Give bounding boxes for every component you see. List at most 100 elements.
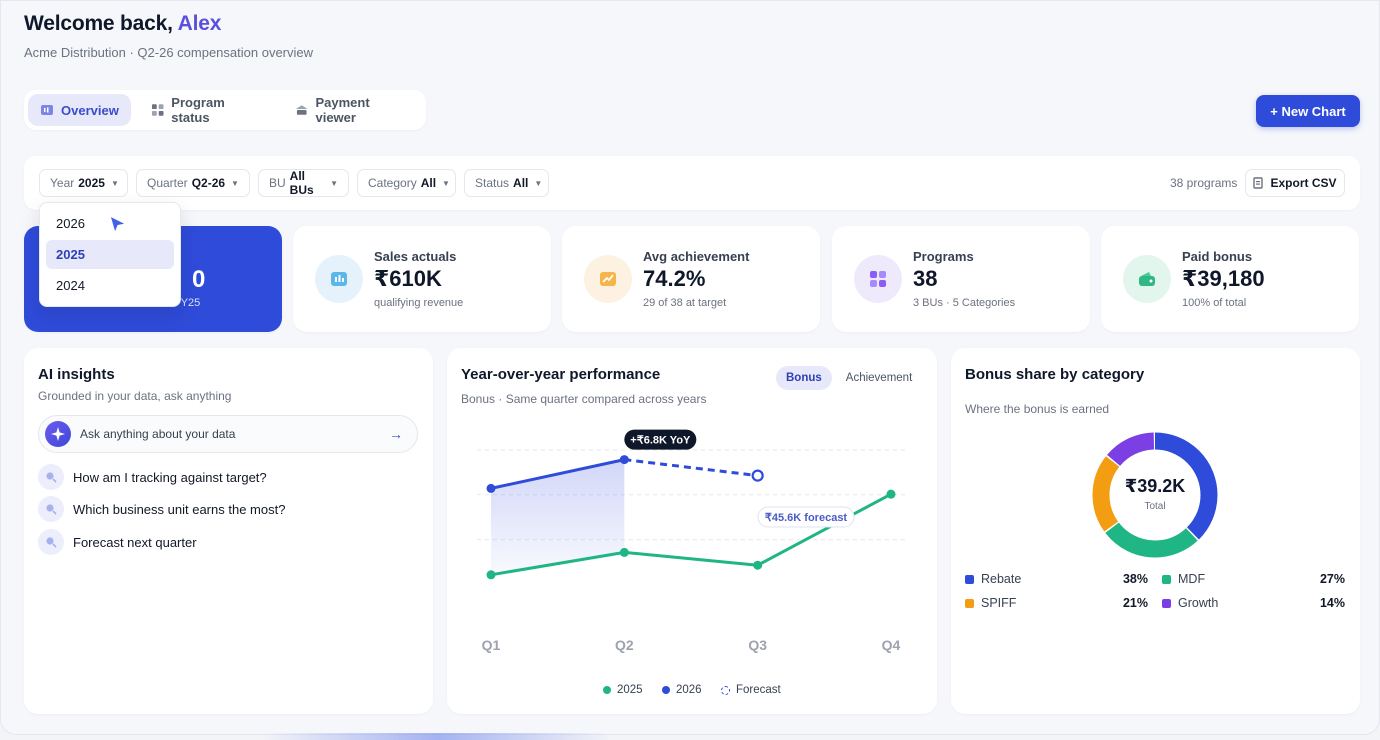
tab-program-status-label: Program status xyxy=(171,95,225,125)
kpi-paid-card: Paid bonus ₹39,180 100% of total xyxy=(1101,226,1359,332)
category-donut-chart xyxy=(1092,432,1218,558)
x-tick-label: Q4 xyxy=(882,637,901,653)
kpi-achievement-label: Avg achievement xyxy=(643,249,750,264)
year-filter-value: 2025 xyxy=(78,176,105,190)
bank-icon xyxy=(295,105,308,115)
year-filter[interactable]: Year 2025 ▼ xyxy=(39,169,128,197)
series-2025-point xyxy=(486,570,496,580)
suggestion-item[interactable]: How am I tracking against target? xyxy=(38,464,267,490)
document-icon xyxy=(1253,177,1264,189)
suggestion-item[interactable]: Forecast next quarter xyxy=(38,529,197,555)
suggestion-item[interactable]: Which business unit earns the most? xyxy=(38,496,285,522)
year-option-2024[interactable]: 2024 xyxy=(56,278,85,293)
apps-icon xyxy=(854,255,902,303)
export-csv-button[interactable]: Export CSV xyxy=(1245,169,1345,197)
category-pct: 21% xyxy=(1122,596,1148,610)
quarter-filter[interactable]: Quarter Q2-26 ▼ xyxy=(136,169,250,197)
new-chart-button[interactable]: + New Chart xyxy=(1256,95,1360,127)
tab-bar: Overview Program status Payment viewer xyxy=(24,90,426,130)
kpi-paid-label: Paid bonus xyxy=(1182,249,1253,264)
ask-input[interactable]: Ask anything about your data → xyxy=(38,415,418,453)
kpi-sales-sub: qualifying revenue xyxy=(374,297,464,309)
toggle-achievement[interactable]: Achievement xyxy=(845,372,913,384)
chevron-down-icon: ▼ xyxy=(231,178,239,188)
category-subtitle: Where the bonus is earned xyxy=(965,402,1110,416)
ai-insights-subtitle: Grounded in your data, ask anything xyxy=(38,389,232,403)
tab-program-status[interactable]: Program status xyxy=(139,94,275,126)
year-dropdown-menu: 2026 2025 2024 xyxy=(39,202,181,307)
kpi-achievement-value: 74.2% xyxy=(643,266,706,291)
search-icon xyxy=(38,529,64,555)
yoy-panel: Year-over-year performance Bonus · Same … xyxy=(447,348,937,714)
legend-dot-icon xyxy=(603,686,611,694)
year-option-2025[interactable]: 2025 xyxy=(46,240,174,269)
series-2026-point xyxy=(486,483,496,493)
legend-dot-icon xyxy=(662,686,670,694)
category-pct: 38% xyxy=(1122,572,1148,586)
series-2025-point xyxy=(886,489,896,499)
suggestion-text: How am I tracking against target? xyxy=(73,469,267,485)
yoy-callout-text: +₹6.8K YoY xyxy=(630,435,691,447)
gap-area xyxy=(491,459,625,575)
series-2025-point xyxy=(753,560,763,570)
trend-icon xyxy=(584,255,632,303)
category-title: Bonus share by category xyxy=(965,366,1145,383)
suggestion-text: Which business unit earns the most? xyxy=(73,501,286,517)
dashboard-icon xyxy=(41,105,53,115)
legend-dashed-icon xyxy=(721,685,730,695)
quarter-filter-value: Q2-26 xyxy=(191,176,226,190)
x-tick-label: Q1 xyxy=(482,637,501,653)
legend-label: 2026 xyxy=(676,684,702,696)
tab-overview[interactable]: Overview xyxy=(28,94,131,126)
kpi-achievement-sub: 29 of 38 at target xyxy=(643,297,727,309)
yoy-subtitle: Bonus · Same quarter compared across yea… xyxy=(461,392,707,406)
yoy-callout-pill xyxy=(624,429,697,450)
kpi-sales-label: Sales actuals xyxy=(374,249,457,264)
category-pct: 14% xyxy=(1319,596,1345,610)
bu-filter-label: BU xyxy=(269,176,286,190)
category-pct: 27% xyxy=(1319,572,1345,586)
kpi-paid-value: ₹39,180 xyxy=(1182,266,1265,291)
category-name: SPIFF xyxy=(981,596,1017,610)
tab-payment-viewer[interactable]: Payment viewer xyxy=(283,94,422,126)
page-subtitle: Acme Distribution · Q2-26 compensation o… xyxy=(24,45,314,60)
chevron-down-icon: ▼ xyxy=(330,178,338,188)
category-filter[interactable]: Category All ▼ xyxy=(357,169,456,197)
status-filter-label: Status xyxy=(475,176,510,190)
legend-label: 2025 xyxy=(617,684,643,696)
ai-insights-title: AI insights xyxy=(38,366,115,383)
legend-square-icon xyxy=(1162,574,1171,584)
bu-filter[interactable]: BU All BUs ▼ xyxy=(258,169,349,197)
category-row-spiff: SPIFF 21% xyxy=(965,596,1148,610)
arrow-right-icon[interactable]: → xyxy=(389,426,403,442)
toggle-bonus[interactable]: Bonus xyxy=(776,366,832,390)
legend-label: Forecast xyxy=(736,684,781,696)
donut-slice-rebate xyxy=(1092,432,1218,558)
status-filter[interactable]: Status All ▼ xyxy=(464,169,549,197)
x-tick-label: Q3 xyxy=(748,637,767,653)
programs-count: 38 programs xyxy=(1170,176,1238,190)
donut-slice-spiff xyxy=(1092,432,1218,558)
kpi-programs-sub: 3 BUs · 5 Categories xyxy=(913,297,1016,309)
scroll-indicator xyxy=(262,733,612,740)
legend-square-icon xyxy=(965,598,974,608)
donut-total-label: Total xyxy=(1144,501,1166,512)
year-filter-label: Year xyxy=(50,176,75,190)
series-2026-point xyxy=(619,455,629,465)
year-option-2026[interactable]: 2026 xyxy=(56,216,85,231)
wallet-icon xyxy=(1123,255,1171,303)
export-csv-label: Export CSV xyxy=(1270,176,1337,190)
kpi-paid-sub: 100% of total xyxy=(1182,297,1247,309)
kpi-achievement-card: Avg achievement 74.2% 29 of 38 at target xyxy=(562,226,820,332)
category-name: MDF xyxy=(1178,572,1206,586)
kpi-programs-label: Programs xyxy=(913,249,974,264)
donut-total-value: ₹39.2K xyxy=(1124,476,1186,496)
category-filter-value: All xyxy=(420,176,437,190)
donut-slice-mdf xyxy=(1092,432,1218,558)
legend-2025: 2025 xyxy=(603,684,643,696)
series-2026-line xyxy=(490,458,625,490)
user-name: Alex xyxy=(177,12,222,35)
series-2025-point xyxy=(619,547,629,557)
status-filter-value: All xyxy=(513,176,529,190)
suggestion-text: Forecast next quarter xyxy=(73,534,197,550)
